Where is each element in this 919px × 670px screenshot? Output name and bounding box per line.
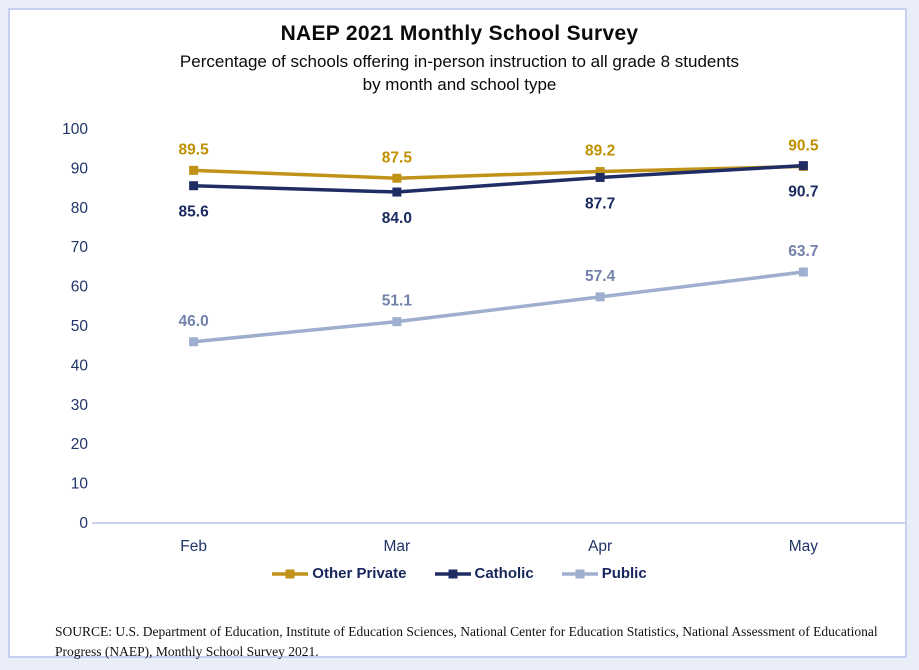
chart-subtitle-line-2: by month and school type [362,74,557,94]
legend-item-catholic: Catholic [434,565,534,582]
data-label: 57.4 [585,268,616,285]
data-point-marker [392,173,402,183]
x-axis-label: Mar [384,538,411,555]
chart-subtitle: Percentage of schools offering in-person… [0,51,919,97]
legend-swatch-icon [272,569,309,578]
data-label: 84.0 [382,210,412,227]
chart-frame [8,8,907,658]
x-axis-label: Feb [180,538,207,555]
y-axis-tick-label: 90 [71,160,89,177]
data-point-marker [189,181,199,191]
data-label: 63.7 [788,243,818,260]
y-axis-tick-label: 100 [62,121,88,138]
legend-item-public: Public [561,565,647,582]
data-label: 46.0 [179,313,209,330]
chart-title: NAEP 2021 Monthly School Survey [280,22,639,45]
y-axis-tick-label: 80 [71,200,89,217]
data-label: 89.5 [179,141,210,158]
chart-subtitle-line-1: Percentage of schools offering in-person… [179,52,740,71]
legend-swatch-icon [561,569,598,578]
data-point-marker [189,337,199,347]
y-axis-tick-label: 50 [71,318,89,335]
legend-swatch-icon [434,569,471,578]
data-label: 89.2 [585,143,615,160]
y-axis-tick-label: 30 [71,397,89,414]
data-point-marker [392,317,402,327]
data-point-marker [595,172,605,182]
x-axis-label: May [789,538,819,555]
data-label: 87.5 [382,149,413,166]
data-label: 90.5 [788,137,819,154]
data-point-marker [189,165,199,175]
legend-label: Catholic [474,565,534,582]
data-point-marker [798,161,808,171]
y-axis-tick-label: 10 [71,476,89,493]
source-note: SOURCE: U.S. Department of Education, In… [55,624,878,660]
legend-label: Other Private [312,565,407,582]
data-label: 90.7 [788,184,818,201]
data-label: 51.1 [382,293,413,310]
legend-item-other-private: Other Private [272,565,407,582]
legend: Other Private Catholic Public [0,565,919,582]
data-point-marker [595,292,605,302]
series-line-other-private [193,164,804,181]
data-point-marker [392,187,402,197]
chart-header: NAEP 2021 Monthly School Survey Percenta… [0,22,919,97]
x-axis-label: Apr [588,538,612,555]
data-label: 87.7 [585,195,615,212]
legend-label: Public [601,565,647,582]
data-point-marker [798,267,808,277]
data-label: 85.6 [179,204,210,221]
y-axis-tick-label: 40 [71,357,89,374]
series-line-catholic [193,163,804,194]
y-axis-tick-label: 0 [79,515,88,532]
data-point-marker [595,167,605,177]
y-axis-tick-label: 60 [71,279,89,296]
y-axis-tick-label: 70 [71,239,89,256]
series-line-public [193,270,804,344]
y-axis-tick-label: 20 [71,436,89,453]
